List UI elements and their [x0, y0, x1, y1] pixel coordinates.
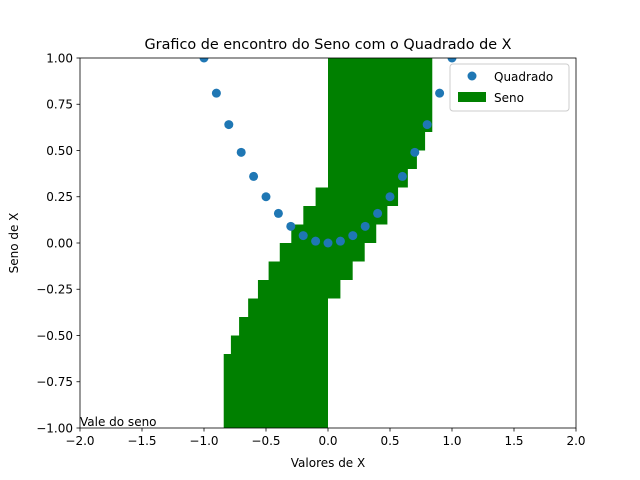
x-axis-label: Valores de X [291, 456, 365, 470]
quadrado-point [397, 171, 407, 181]
quadrado-point [422, 120, 432, 130]
x-tick-label: 0.5 [380, 434, 399, 448]
x-tick-label: 2.0 [566, 434, 585, 448]
x-tick-label: −1.0 [189, 434, 218, 448]
legend: Quadrado Seno [449, 63, 570, 112]
seno-bars [223, 58, 433, 428]
legend-seno-swatch [458, 92, 486, 102]
y-tick-label: −1.00 [36, 421, 73, 435]
quadrado-point [323, 238, 333, 248]
quadrado-point [410, 147, 420, 157]
x-tick-label: −0.5 [251, 434, 280, 448]
quadrado-point [286, 221, 296, 231]
x-tick-label: 0.0 [318, 434, 337, 448]
x-tick-label: −1.5 [127, 434, 156, 448]
quadrado-point [335, 236, 345, 246]
seno-bar [315, 187, 328, 336]
x-tick-label: −2.0 [65, 434, 94, 448]
quadrado-point [447, 58, 457, 63]
quadrado-point [298, 231, 308, 241]
x-tick-label: 1.0 [442, 434, 461, 448]
chart-title: Grafico de encontro do Seno com o Quadra… [145, 37, 512, 53]
quadrado-point [373, 208, 383, 218]
y-tick-label: −0.50 [36, 329, 73, 343]
quadrado-point [261, 192, 271, 202]
quadrado-point [360, 221, 370, 231]
quadrado-point [199, 58, 209, 63]
quadrado-point [211, 88, 221, 98]
seno-bar [328, 58, 433, 132]
quadrado-point [435, 88, 445, 98]
x-axis: −2.0 −1.5 −1.0 −0.5 0.0 0.5 1.0 1.5 2.0 [65, 428, 586, 448]
legend-quadrado-marker [467, 71, 477, 81]
y-tick-label: 0.75 [46, 98, 73, 112]
y-tick-label: −0.25 [36, 283, 73, 297]
quadrado-point [249, 171, 259, 181]
quadrado-point [311, 236, 321, 246]
x-tick-label: 1.5 [504, 434, 523, 448]
legend-seno-label: Seno [494, 91, 524, 105]
y-tick-label: −0.75 [36, 375, 73, 389]
quadrado-point [273, 208, 283, 218]
quadrado-points [199, 58, 457, 248]
quadrado-point [236, 147, 246, 157]
quadrado-point [348, 231, 358, 241]
y-tick-label: 1.00 [46, 51, 73, 65]
y-tick-label: 0.25 [46, 190, 73, 204]
y-tick-label: 0.00 [46, 236, 73, 250]
y-axis: −1.00 −0.75 −0.50 −0.25 0.00 0.25 0.50 0.75 1.00 [36, 51, 80, 435]
y-tick-label: 0.50 [46, 144, 73, 158]
quadrado-point [224, 120, 234, 130]
legend-quadrado-label: Quadrado [494, 70, 553, 84]
quadrado-point [385, 192, 395, 202]
y-axis-label: Seno de X [7, 213, 21, 274]
annotation-vale-do-seno: Vale do seno [80, 415, 157, 429]
